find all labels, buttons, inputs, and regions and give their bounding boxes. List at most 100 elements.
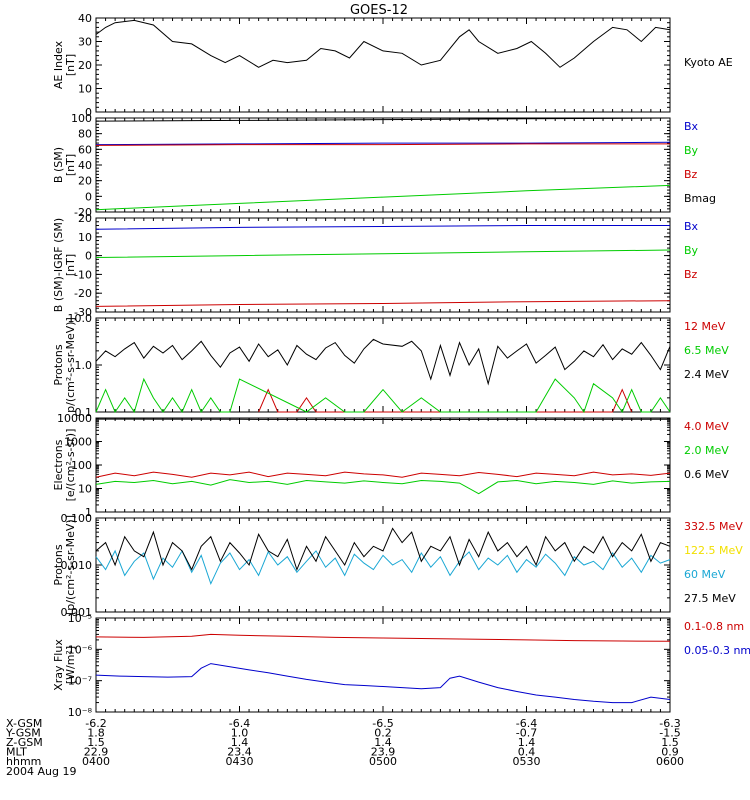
panel-6: 0.001 0.010 0.100 Protons [p/(cm²-s-sr-MeV)]… — [52, 512, 743, 619]
panel-3: -30 -20 -10 0 10 20 B (SM)-IGRF (SM) [nT] Bx By Bz — [52, 212, 699, 319]
footer-value: 0430 — [226, 755, 254, 768]
y-axis-label: [e/(cm²-s-sr)] — [64, 429, 77, 502]
y-axis-label: p/(cm²-s-sr-MeV)] — [64, 317, 77, 413]
y-tick-label: 0.1 — [75, 406, 93, 419]
y-axis-label: Protons — [52, 344, 65, 385]
series-line-by — [95, 184, 671, 211]
panel-frame — [95, 217, 671, 313]
series-line-2-0-mev — [95, 479, 671, 495]
footer-value: -6.5 — [372, 717, 393, 730]
footer-value: -6.2 — [85, 717, 106, 730]
y-axis-label: [p/(cm²-s-sr-MeV)] — [64, 515, 77, 615]
footer-value: -0.7 — [516, 727, 537, 740]
y-axis-label: B (SM)-IGRF (SM) — [52, 218, 65, 312]
y-axis-label: [nT] — [64, 254, 77, 276]
y-tick-label: -20 — [74, 287, 92, 300]
panel-frame — [95, 317, 671, 413]
y-tick-label: 10 — [78, 83, 92, 96]
legend-label: 0.05-0.3 nm — [684, 644, 750, 657]
y-tick-label: 20 — [78, 212, 92, 225]
y-tick-label: 0 — [85, 250, 92, 263]
series-line-0-1-0-8-nm — [95, 633, 671, 642]
footer-row-label: hhmm — [6, 755, 41, 768]
y-tick-label: 0 — [85, 190, 92, 203]
y-axis-label: B (SM) — [52, 147, 65, 183]
footer-value: 1.4 — [231, 736, 249, 749]
legend-label: Bx — [684, 220, 699, 233]
footer-value: 0500 — [369, 755, 397, 768]
legend-label: 6.5 MeV — [684, 344, 729, 357]
y-axis-label: Electrons — [52, 439, 65, 490]
y-axis-label: [nT] — [64, 54, 77, 76]
y-tick-label: 10.0 — [68, 312, 93, 325]
y-tick-label: 10⁻⁷ — [68, 675, 92, 688]
panel-4: 0.1 1.0 10.0 Protons p/(cm²-s-sr-MeV)] 12 MeV… — [52, 312, 729, 419]
y-axis-label: AE Index — [52, 40, 65, 89]
panel-frame — [95, 617, 671, 713]
footer-value: 1.0 — [231, 727, 249, 740]
footer-value: 1.4 — [374, 736, 392, 749]
chart-title: GOES-12 — [350, 3, 408, 18]
legend-label: Bx — [684, 120, 699, 133]
legend-label: 4.0 MeV — [684, 420, 729, 433]
y-axis-label: [nT] — [64, 154, 77, 176]
footer-row-label: Z-GSM — [6, 736, 43, 749]
y-tick-label: 0.100 — [61, 512, 93, 525]
legend-label: Bz — [684, 268, 698, 281]
legend-label: 332.5 MeV — [684, 520, 743, 533]
footer-value: 0.4 — [518, 746, 536, 759]
footer-row-label: X-GSM — [6, 717, 42, 730]
footer-value: 23.4 — [227, 746, 252, 759]
y-tick-label: 1 — [85, 506, 92, 519]
panel-2: -20 0 20 40 60 80 100 B (SM) [nT] Bx By Bz Bmag — [52, 112, 716, 219]
y-tick-label: 40 — [78, 159, 92, 172]
panel-1: 0 10 20 30 40 AE Index [nT] Kyoto AE — [52, 12, 733, 119]
footer-value: -1.5 — [659, 727, 680, 740]
ephemeris-footer: X-GSM -6.2 -6.4 -6.5 -6.4 -6.3 Y-GSM 1.8 1.0 0.2 -… — [5, 717, 684, 778]
panel-5: 1 10 100 1000 10000 Electrons [e/(cm²-s-sr)] 4.… — [52, 412, 729, 519]
footer-row-label: MLT — [6, 746, 27, 759]
footer-date: 2004 Aug 19 — [6, 765, 76, 778]
series-line-4-0-mev — [95, 471, 671, 478]
y-tick-label: 1.0 — [75, 359, 93, 372]
legend-label: Bz — [684, 168, 698, 181]
y-tick-label: -10 — [74, 268, 92, 281]
series-line-0-05-0-3-nm — [95, 663, 671, 704]
y-tick-label: 10⁻⁸ — [68, 706, 93, 719]
y-tick-label: 30 — [78, 36, 92, 49]
legend-label: 60 MeV — [684, 568, 726, 581]
series-line-2-4-mev — [95, 338, 671, 386]
series-line-bmag — [95, 117, 671, 122]
footer-value: 1.4 — [518, 736, 536, 749]
legend-label: 2.0 MeV — [684, 444, 729, 457]
y-tick-label: 100 — [71, 459, 92, 472]
series-line-60-mev — [95, 549, 671, 586]
y-tick-label: 10⁻⁶ — [68, 643, 93, 656]
footer-value: 0600 — [656, 755, 684, 768]
panel-7: 10⁻⁸ 10⁻⁷ 10⁻⁶ 10⁻⁵ Xray Flux [W/m²] 0.1-0.8 n… — [52, 612, 750, 719]
footer-value: 0.9 — [661, 746, 679, 759]
y-tick-label: 10000 — [57, 412, 92, 425]
panel-frame — [95, 417, 671, 513]
footer-value: -6.3 — [659, 717, 680, 730]
footer-value: 0.2 — [374, 727, 392, 740]
y-tick-label: 20 — [78, 175, 92, 188]
y-tick-label: 0.001 — [61, 606, 93, 619]
legend-label: 2.4 MeV — [684, 368, 729, 381]
y-axis-label: Protons — [52, 544, 65, 585]
series-line-bz — [95, 300, 671, 307]
footer-value: 1.5 — [87, 736, 105, 749]
legend-label: 0.6 MeV — [684, 468, 729, 481]
series-line-bx — [95, 141, 671, 146]
y-tick-label: 10⁻⁵ — [68, 612, 92, 625]
y-axis-label: Xray Flux — [52, 639, 65, 691]
series-line-12-mev — [258, 388, 633, 413]
legend-label: Bmag — [684, 192, 716, 205]
panel-frame — [95, 117, 671, 213]
footer-value: 22.9 — [84, 746, 109, 759]
y-tick-label: 10 — [78, 483, 92, 496]
series-line-bz — [95, 143, 670, 146]
legend-label: By — [684, 244, 699, 257]
series-line-kyoto-ae — [95, 19, 671, 68]
legend-label: 0.1-0.8 nm — [684, 620, 744, 633]
